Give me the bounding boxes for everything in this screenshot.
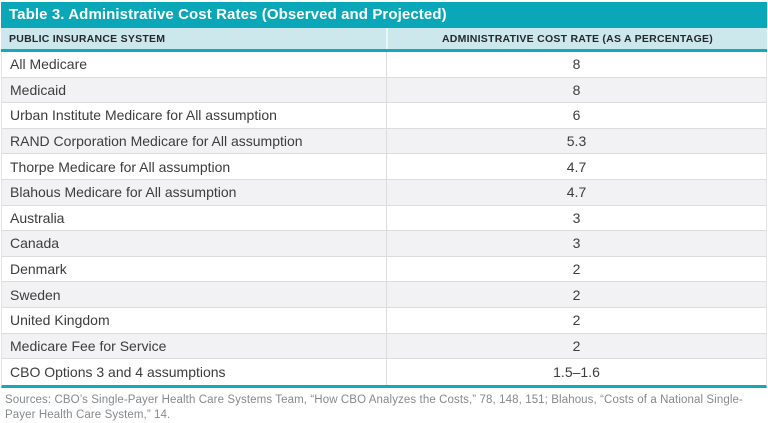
table-row: Urban Institute Medicare for All assumpt… (2, 103, 766, 129)
table-row: Medicaid 8 (2, 77, 766, 104)
system-cell: RAND Corporation Medicare for All assump… (10, 133, 303, 150)
table-row: Thorpe Medicare for All assumption 4.7 (2, 154, 766, 180)
table-header-row: PUBLIC INSURANCE SYSTEM ADMINISTRATIVE C… (1, 28, 767, 52)
system-cell: Medicare Fee for Service (10, 337, 167, 354)
table-row: Australia 3 (2, 205, 766, 232)
system-cell: Denmark (10, 261, 67, 278)
system-cell: CBO Options 3 and 4 assumptions (10, 363, 226, 380)
rate-cell: 5.3 (386, 128, 766, 154)
system-cell: Thorpe Medicare for All assumption (10, 158, 231, 175)
system-cell: Blahous Medicare for All assumption (10, 184, 237, 201)
rate-cell: 3 (386, 205, 766, 231)
rate-cell: 8 (386, 52, 766, 77)
rate-cell: 8 (386, 77, 766, 103)
system-cell: United Kingdom (10, 312, 110, 329)
rate-cell: 1.5–1.6 (386, 359, 766, 385)
table-row: United Kingdom 2 (2, 307, 766, 334)
rate-cell: 2 (386, 333, 766, 359)
table-row: RAND Corporation Medicare for All assump… (2, 128, 766, 155)
sources-note: Sources: CBO’s Single-Payer Health Care … (5, 393, 743, 421)
rate-cell: 2 (386, 282, 766, 307)
table-row: Canada 3 (2, 231, 766, 257)
system-cell: Sweden (10, 286, 61, 303)
rate-cell: 4.7 (386, 154, 766, 179)
table-row: Medicare Fee for Service 2 (2, 333, 766, 360)
system-cell: Medicaid (10, 81, 67, 98)
system-cell: Canada (10, 235, 60, 252)
system-cell: Australia (10, 209, 65, 226)
rate-cell: 3 (386, 231, 766, 256)
table-row: Sweden 2 (2, 282, 766, 308)
system-cell: All Medicare (10, 56, 88, 73)
table-body: All Medicare 8 Medicaid 8 Urban Institut… (1, 52, 767, 388)
table-row: All Medicare 8 (2, 52, 766, 78)
table-row: Blahous Medicare for All assumption 4.7 (2, 179, 766, 206)
rate-cell: 4.7 (386, 179, 766, 205)
system-cell: Urban Institute Medicare for All assumpt… (10, 107, 277, 124)
rate-cell: 2 (386, 256, 766, 282)
table-row: Denmark 2 (2, 256, 766, 283)
rate-cell: 6 (386, 103, 766, 128)
rate-cell: 2 (386, 307, 766, 333)
table-row: CBO Options 3 and 4 assumptions 1.5–1.6 (2, 359, 766, 385)
table-title: Table 3. Administrative Cost Rates (Obse… (1, 2, 767, 28)
column-header-rate: ADMINISTRATIVE COST RATE (AS A PERCENTAG… (386, 28, 767, 49)
column-header-system: PUBLIC INSURANCE SYSTEM (9, 32, 166, 45)
